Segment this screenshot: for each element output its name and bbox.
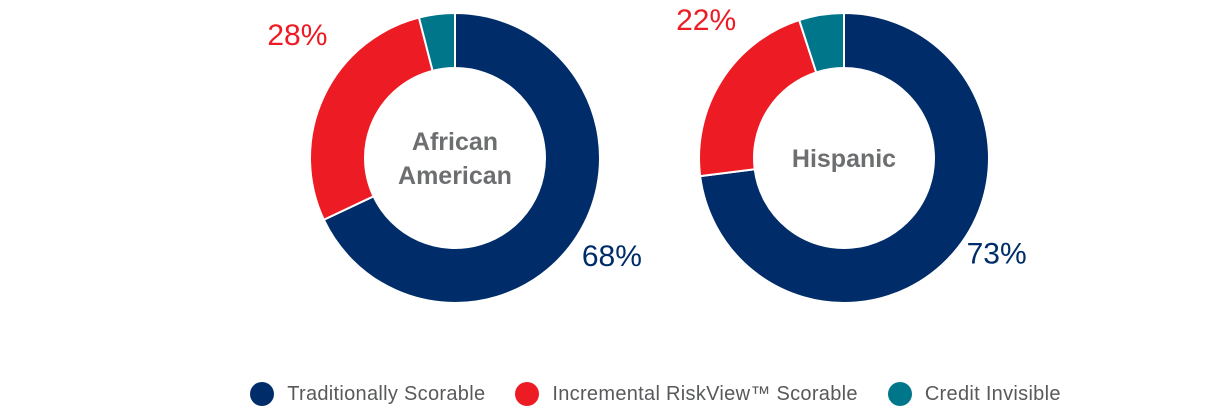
legend-label: Credit Invisible <box>924 382 1061 405</box>
center-label: American <box>398 162 512 190</box>
chart-legend: Traditionally Scorable Incremental RiskV… <box>0 376 1231 412</box>
legend-item-incremental-scorable: Incremental RiskView™ Scorable <box>515 382 858 406</box>
donut-charts: 68% 28% African American 73% 22% Hispanic <box>267 4 1027 304</box>
legend-item-credit-invisible: Credit Invisible <box>887 382 1061 406</box>
legend-item-traditionally-scorable: Traditionally Scorable <box>250 382 485 406</box>
legend-swatch-traditionally-scorable <box>250 382 275 406</box>
slice-incremental-riskview-scorable <box>309 16 434 222</box>
legend-swatch-credit-invisible <box>887 382 912 406</box>
data-label-traditionally-scorable: 68% <box>582 240 642 273</box>
donut-chart-1: 68% 28% African American <box>267 11 642 304</box>
legend-swatch-incremental-scorable <box>515 382 540 406</box>
donut-chart-2: 73% 22% Hispanic <box>676 4 1027 304</box>
legend-label: Incremental RiskView™ Scorable <box>552 382 858 405</box>
slice-credit-invisible <box>417 11 456 73</box>
center-label: Hispanic <box>792 145 896 173</box>
center-label: African <box>412 128 498 156</box>
slice-traditionally-scorable <box>699 11 990 304</box>
legend-label: Traditionally Scorable <box>287 382 486 405</box>
slice-credit-invisible <box>797 11 845 74</box>
data-label-incremental-riskview-scorable: 22% <box>676 4 736 37</box>
data-label-traditionally-scorable: 73% <box>967 237 1027 270</box>
data-label-incremental-riskview-scorable: 28% <box>267 19 327 52</box>
slice-traditionally-scorable <box>322 11 601 304</box>
